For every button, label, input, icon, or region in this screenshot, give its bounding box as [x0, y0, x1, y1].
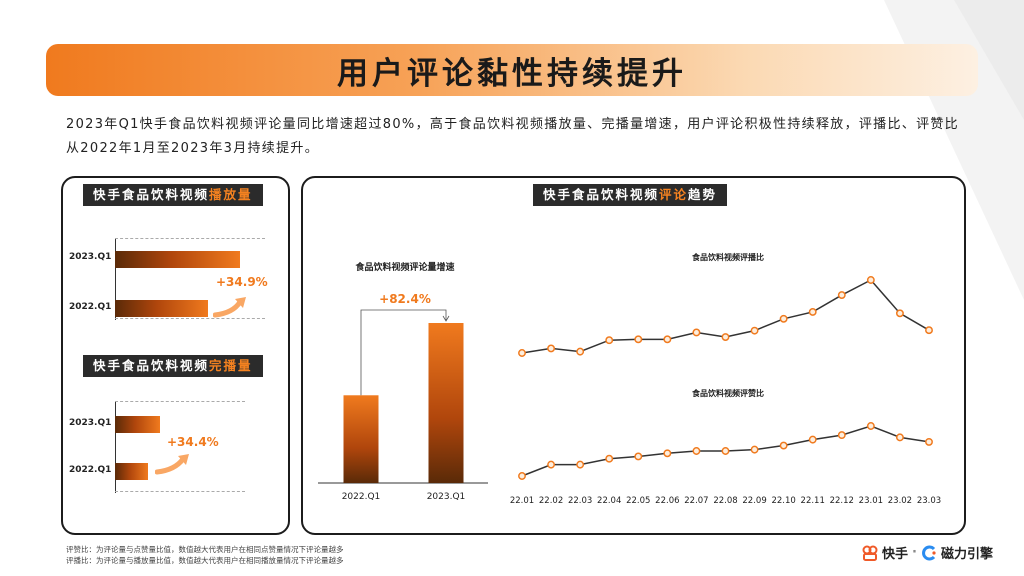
comment-tag-prefix: 快手食品饮料视频 — [543, 187, 660, 202]
play-gridline — [115, 318, 265, 319]
complete-tag-highlight: 完播量 — [209, 358, 253, 373]
ratio-play-point — [518, 349, 526, 357]
ratio-like-point — [866, 422, 875, 430]
complete-growth-label: +34.4% — [167, 435, 219, 449]
ratio-play-point — [634, 335, 643, 344]
growth-x-label: 2023.Q1 — [427, 492, 466, 502]
month-x-label: 22.05 — [626, 496, 650, 506]
ratio-play-point — [837, 291, 846, 300]
kuaishou-brand-text: 快手 — [882, 547, 909, 562]
title-banner: 用户评论黏性持续提升 — [46, 44, 978, 96]
play-tag-prefix: 快手食品饮料视频 — [93, 187, 210, 202]
comment-tag-highlight: 评论 — [659, 187, 689, 202]
month-x-label: 22.01 — [510, 496, 534, 506]
comment-trend-tag: 快手食品饮料视频评论趋势 — [533, 184, 728, 206]
complete-cat-2022: 2022.Q1 — [69, 465, 112, 475]
ratio-play-point — [721, 333, 730, 341]
play-bar-2023 — [115, 251, 240, 268]
month-x-label: 22.02 — [539, 496, 563, 506]
month-x-label: 22.08 — [713, 496, 737, 506]
month-x-label: 22.09 — [742, 496, 766, 506]
ratio-like-point — [808, 435, 817, 444]
month-x-label: 22.04 — [597, 496, 621, 506]
left-panel: 快手食品饮料视频播放量 2023.Q1 2022.Q1 +34.9% 快手食品饮… — [61, 176, 290, 535]
growth-bar-2022.Q1 — [343, 395, 379, 483]
comment-growth-chart: 食品饮料视频评论量增速 +82.4% 2022.Q1 2023.Q1 — [318, 261, 488, 502]
month-x-label: 22.10 — [771, 496, 795, 506]
play-bar-2022 — [115, 300, 208, 317]
ratio-play-point — [576, 347, 585, 356]
play-cat-2023: 2023.Q1 — [69, 252, 112, 262]
complete-bar-2022 — [115, 463, 149, 480]
month-x-label: 22.12 — [830, 496, 854, 506]
footnote-play-ratio: 评播比：为评论量与播放量比值，数值越大代表用户在相同播放量情况下评论量越多 — [66, 556, 344, 565]
play-volume-tag: 快手食品饮料视频播放量 — [83, 184, 263, 206]
month-x-label: 23.01 — [859, 496, 883, 506]
complete-volume-tag: 快手食品饮料视频完播量 — [83, 355, 263, 377]
ratio-like-point — [518, 472, 526, 480]
cili-brand-text: 磁力引擎 — [940, 547, 993, 562]
month-x-label: 23.03 — [917, 496, 941, 506]
ratio-like-point — [605, 454, 614, 463]
intro-text: 2023年Q1快手食品饮料视频评论量同比增速超过80%，高于食品饮料视频播放量、… — [66, 117, 959, 156]
growth-bracket — [360, 309, 450, 396]
ratio-play-line — [521, 279, 930, 354]
comment-growth-title: 食品饮料视频评论量增速 — [354, 261, 454, 273]
cili-logo-icon — [922, 545, 936, 560]
ratio-like-point — [750, 445, 759, 454]
page-title: 用户评论黏性持续提升 — [337, 55, 687, 92]
ratio-play-point — [663, 335, 672, 344]
ratio-play-point — [808, 307, 817, 316]
ratio-play-title: 食品饮料视频评播比 — [692, 252, 764, 262]
complete-tag-prefix: 快手食品饮料视频 — [93, 358, 210, 373]
month-x-label: 22.06 — [655, 496, 679, 506]
month-x-label: 23.02 — [888, 496, 912, 506]
play-axis — [115, 238, 116, 320]
complete-bar-2023 — [115, 416, 160, 433]
ratio-like-point — [721, 447, 730, 455]
ratio-play-point — [895, 309, 904, 318]
ratio-like-point — [837, 431, 846, 440]
ratio-like-point — [895, 433, 904, 442]
complete-gridline — [115, 401, 245, 402]
brand-logos: 快手 · 磁力引擎 — [862, 543, 993, 562]
ratio-like-point — [576, 460, 585, 469]
ratio-like-point — [925, 437, 933, 446]
play-cat-2022: 2022.Q1 — [69, 302, 112, 312]
ratio-play-point — [866, 276, 875, 284]
ratio-like-title: 食品饮料视频评赞比 — [692, 388, 764, 398]
ratio-like-point — [663, 449, 672, 458]
growth-bar-2023.Q1 — [428, 323, 464, 483]
growth-x-label: 2022.Q1 — [342, 492, 381, 502]
month-x-label: 22.03 — [568, 496, 592, 506]
ratio-play-point — [779, 314, 788, 323]
ratio-play-point — [605, 336, 614, 345]
comment-tag-suffix: 趋势 — [688, 187, 718, 202]
play-gridline — [115, 238, 265, 239]
brand-separator: · — [912, 545, 917, 560]
trend-arrow-icon — [155, 454, 189, 475]
ratio-like-point — [779, 441, 788, 450]
comment-growth-label: +82.4% — [379, 292, 431, 306]
ratio-play-point — [750, 326, 759, 335]
month-x-label: 22.11 — [801, 496, 825, 506]
play-growth-label: +34.9% — [216, 275, 268, 289]
right-panel: 快手食品饮料视频评论趋势 食品饮料视频评论量增速 +82.4% 2022.Q1 2… — [301, 176, 966, 535]
footnote-like-ratio: 评赞比：为评论量与点赞量比值，数值越大代表用户在相同点赞量情况下评论量越多 — [66, 545, 344, 554]
ratio-like-point — [634, 452, 643, 461]
ratio-play-point — [692, 328, 701, 337]
complete-gridline — [115, 491, 245, 492]
comment-trend-chart: 食品饮料视频评播比 食品饮料视频评赞比 22.01 22.02 22.03 22.04… — [510, 252, 941, 506]
ratio-play-point — [547, 344, 556, 353]
trend-arrow-icon — [213, 297, 246, 318]
ratio-like-point — [692, 447, 701, 455]
month-x-label: 22.07 — [684, 496, 708, 506]
ratio-play-point — [925, 326, 933, 335]
play-tag-highlight: 播放量 — [209, 187, 253, 202]
complete-cat-2023: 2023.Q1 — [69, 418, 112, 428]
complete-axis — [115, 401, 116, 493]
ratio-like-point — [547, 460, 556, 469]
kuaishou-logo-icon — [862, 545, 878, 561]
